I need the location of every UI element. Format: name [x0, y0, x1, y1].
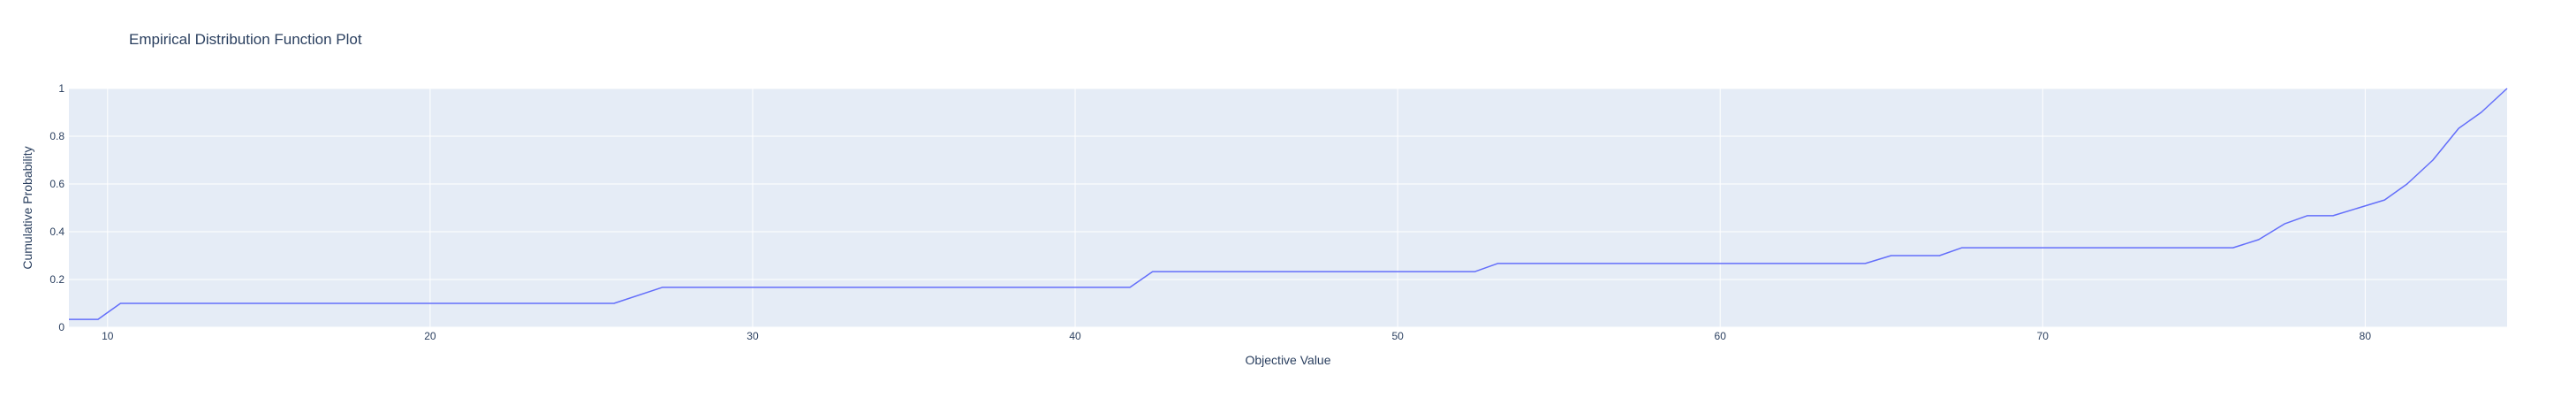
x-axis-title: Objective Value	[1245, 353, 1330, 367]
data-marks	[69, 88, 2508, 320]
y-tick-label: 0	[58, 321, 64, 333]
x-tick-label: 60	[1715, 330, 1727, 342]
chart-title: Empirical Distribution Function Plot	[129, 31, 362, 48]
x-tick-label: 70	[2037, 330, 2049, 342]
y-tick-labels: 0 0.2 0.4 0.6 0.8 1	[49, 82, 64, 333]
plot-background	[69, 88, 2507, 327]
x-tick-label: 80	[2360, 330, 2372, 342]
x-tick-label: 20	[424, 330, 436, 342]
x-tick-label: 30	[746, 330, 759, 342]
y-tick-label: 0.2	[49, 273, 64, 286]
x-tick-label: 40	[1069, 330, 1081, 342]
gridlines	[69, 88, 2507, 328]
y-tick-label: 0.4	[49, 226, 64, 238]
x-tick-labels: 10 20 30 40 50 60 70 80	[102, 330, 2371, 342]
x-tick-label: 50	[1391, 330, 1404, 342]
y-axis-title: Cumulative Probability	[20, 146, 34, 269]
ecdf-line-series-0	[69, 88, 2508, 320]
y-tick-label: 0.6	[49, 178, 64, 190]
y-tick-label: 1	[58, 82, 64, 95]
y-tick-label: 0.8	[49, 130, 64, 142]
x-tick-label: 10	[102, 330, 114, 342]
